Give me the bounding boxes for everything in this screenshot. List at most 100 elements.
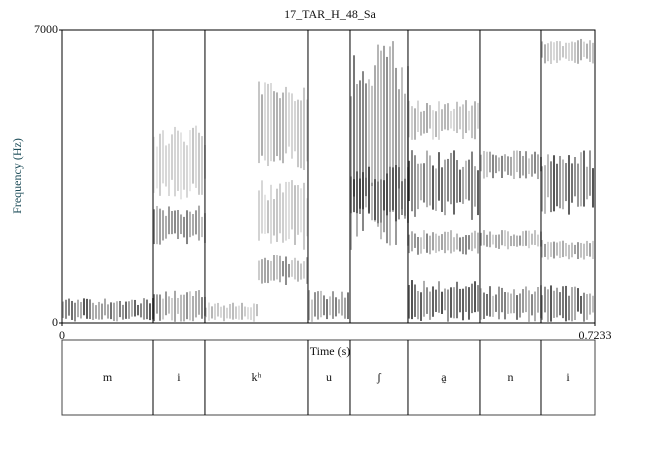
spectrogram-texture xyxy=(408,285,410,319)
spectrogram-texture xyxy=(282,192,284,243)
spectrogram-texture xyxy=(456,101,458,134)
spectrogram-texture xyxy=(380,179,382,223)
spectrogram-texture xyxy=(589,40,591,62)
spectrogram-texture xyxy=(453,150,455,215)
spectrogram-texture xyxy=(116,301,118,322)
spectrogram-texture xyxy=(495,155,497,174)
spectrogram-texture xyxy=(261,259,263,284)
spectrogram-texture xyxy=(128,301,130,319)
spectrogram-texture xyxy=(507,292,509,314)
spectrogram-texture xyxy=(177,297,179,314)
spectrogram-texture xyxy=(297,99,299,168)
spectrogram-texture xyxy=(177,130,179,191)
spectrogram-texture xyxy=(273,199,275,236)
spectrogram-texture xyxy=(525,286,527,313)
spectrogram-texture xyxy=(389,46,391,246)
spectrogram-texture xyxy=(547,43,549,62)
spectrogram-texture xyxy=(414,155,416,217)
spectrogram-texture xyxy=(229,304,231,319)
spectrogram-texture xyxy=(101,303,103,320)
spectrogram-texture xyxy=(550,242,552,257)
tier-label: a̰ xyxy=(441,370,447,384)
spectrogram-texture xyxy=(447,231,449,251)
spectrogram-texture xyxy=(547,241,549,260)
spectrogram-texture xyxy=(438,152,440,201)
spectrogram-texture xyxy=(276,255,278,280)
spectrogram-texture xyxy=(371,182,373,221)
spectrogram-texture xyxy=(258,190,260,241)
spectrogram-texture xyxy=(264,194,266,234)
spectrogram-texture xyxy=(306,198,308,237)
spectrogram-texture xyxy=(308,290,310,321)
spectrogram-texture xyxy=(541,240,543,258)
spectrogram-texture xyxy=(577,40,579,64)
spectrogram-texture xyxy=(522,155,524,176)
spectrogram-texture xyxy=(574,286,576,321)
spectrogram-texture xyxy=(335,297,337,317)
spectrogram-texture xyxy=(492,295,494,317)
spectrogram-texture xyxy=(541,295,543,320)
spectrogram-texture xyxy=(62,301,64,318)
spectrogram-texture xyxy=(223,305,225,322)
spectrogram-texture xyxy=(522,231,524,247)
spectrogram-texture xyxy=(383,180,385,211)
spectrogram-texture xyxy=(395,67,397,245)
spectrogram-texture xyxy=(350,176,352,214)
spectrogram-texture xyxy=(444,231,446,254)
spectrogram-texture xyxy=(68,298,70,316)
spectrogram-texture xyxy=(344,297,346,319)
spectrogram-texture xyxy=(507,231,509,250)
spectrogram-texture xyxy=(404,178,406,219)
spectrogram-texture xyxy=(247,307,249,320)
spectrogram-texture xyxy=(565,285,567,322)
spectrogram-texture xyxy=(189,291,191,321)
spectrogram-texture xyxy=(459,169,461,203)
spectrogram-texture xyxy=(568,295,570,321)
spectrogram-texture xyxy=(459,237,461,252)
spectrogram-texture xyxy=(314,292,316,317)
plot-frame xyxy=(61,29,596,324)
spectrogram-texture xyxy=(201,216,203,238)
spectrogram-texture xyxy=(198,205,200,241)
spectrogram-texture xyxy=(429,155,431,206)
spectrogram-texture xyxy=(465,235,467,255)
spectrogram-texture xyxy=(189,130,191,192)
spectrogram-texture xyxy=(474,166,476,207)
spectrogram-texture xyxy=(483,150,485,179)
spectrogram-texture xyxy=(153,294,155,322)
x-tick-label: 0.7233 xyxy=(579,328,612,342)
spectrogram-texture xyxy=(77,299,79,318)
spectrogram-texture xyxy=(456,160,458,203)
spectrogram-texture xyxy=(429,291,431,320)
spectrogram-texture xyxy=(592,295,594,313)
spectrogram-texture xyxy=(480,232,482,246)
spectrogram-texture xyxy=(165,291,167,316)
spectrogram-texture xyxy=(195,125,197,188)
spectrogram-texture xyxy=(267,83,269,167)
spectrogram-texture xyxy=(577,242,579,260)
spectrogram-texture xyxy=(401,181,403,216)
spectrogram-texture xyxy=(492,154,494,179)
spectrogram-texture xyxy=(519,235,521,246)
spectrogram-texture xyxy=(137,304,139,316)
spectrogram-texture xyxy=(426,103,428,133)
spectrogram-texture xyxy=(468,110,470,131)
spectrogram-texture xyxy=(414,233,416,248)
spectrogram-texture xyxy=(267,260,269,284)
spectrogram-texture xyxy=(153,136,155,193)
spectrogram-texture xyxy=(282,261,284,277)
spectrogram-texture xyxy=(201,136,203,195)
spectrogram-texture xyxy=(592,42,594,64)
spectrogram-texture xyxy=(408,234,410,254)
spectrogram-texture xyxy=(444,159,446,216)
spectrogram-texture xyxy=(453,108,455,132)
spectrogram-texture xyxy=(414,108,416,140)
spectrogram-texture xyxy=(429,105,431,129)
spectrogram-texture xyxy=(186,292,188,320)
spectrogram-texture xyxy=(329,296,331,316)
spectrogram-texture xyxy=(435,233,437,253)
spectrogram-texture xyxy=(113,302,115,322)
spectrogram-texture xyxy=(267,200,269,234)
spectrogram-texture xyxy=(156,294,158,314)
spectrogram-texture xyxy=(420,237,422,254)
